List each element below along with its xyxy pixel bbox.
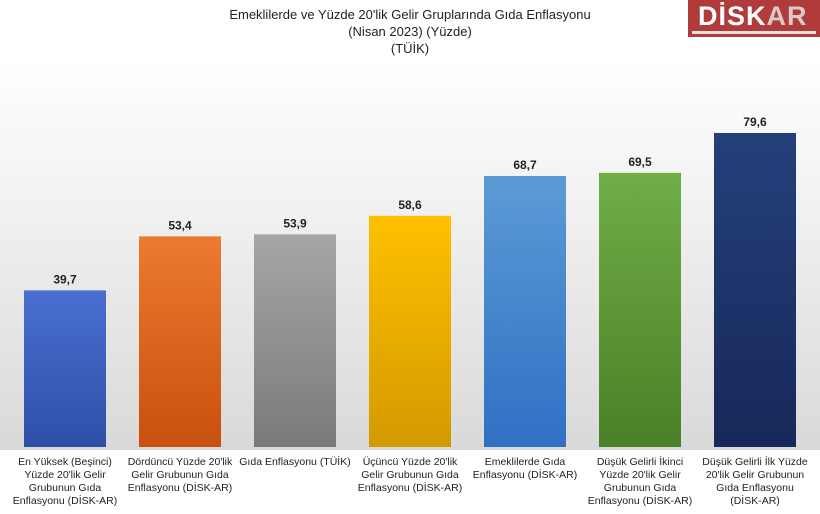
- title-line-1: Emeklilerde ve Yüzde 20'lik Gelir Grupla…: [229, 7, 591, 22]
- x-tick-label: Düşük Gelirli İkinci Yüzde 20'lik Gelir …: [587, 456, 693, 507]
- x-tick-label: Üçüncü Yüzde 20'lik Gelir Grubunun Gıda …: [357, 456, 463, 494]
- data-label: 39,7: [53, 272, 77, 286]
- x-tick-label: Gıda Enflasyonu (TÜİK): [239, 456, 351, 468]
- bar: [599, 172, 681, 447]
- data-label: 68,7: [513, 158, 537, 172]
- bar: [484, 175, 566, 447]
- x-tick-label: Emeklilerde Gıda Enflasyonu (DİSK-AR): [472, 456, 578, 481]
- chart-title: Emeklilerde ve Yüzde 20'lik Gelir Grupla…: [0, 6, 820, 57]
- data-label: 53,9: [283, 216, 307, 230]
- bar: [369, 215, 451, 447]
- x-tick-label: En Yüksek (Beşinci) Yüzde 20'lik Gelir G…: [12, 456, 118, 507]
- x-tick-label: Düşük Gelirli İlk Yüzde 20'lik Gelir Gru…: [702, 456, 808, 507]
- bar: [254, 234, 336, 447]
- data-label: 58,6: [398, 198, 422, 212]
- bar: [714, 132, 796, 447]
- disk-ar-logo: DİSKAR: [688, 0, 820, 37]
- title-line-2: (Nisan 2023) (Yüzde): [348, 24, 472, 39]
- data-label: 79,6: [743, 115, 767, 129]
- data-label: 53,4: [168, 218, 192, 232]
- bar: [24, 290, 106, 447]
- data-label: 69,5: [628, 155, 652, 169]
- title-line-3: (TÜİK): [390, 41, 430, 56]
- bar: [139, 236, 221, 447]
- x-tick-label: Dördüncü Yüzde 20'lik Gelir Grubunun Gıd…: [127, 456, 233, 494]
